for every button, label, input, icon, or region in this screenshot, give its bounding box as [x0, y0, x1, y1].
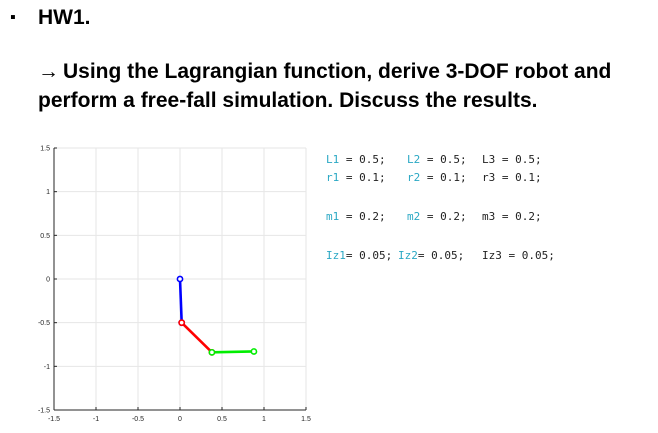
y-tick-label: -0.5: [38, 320, 50, 327]
param-iz1: Iz1= 0.05;: [326, 249, 393, 262]
link3-line: [211, 350, 254, 354]
y-tick-label: 0: [46, 277, 50, 284]
param-r2: r2 = 0.1;: [407, 171, 467, 184]
param-r3: r3 = 0.1;: [482, 171, 542, 184]
param-m2: m2 = 0.2;: [407, 210, 467, 223]
bullet-icon: ▪: [10, 9, 16, 26]
homework-subtitle: Using the Lagrangian function, derive 3-…: [38, 60, 612, 112]
right-arrow-icon: →: [38, 60, 59, 83]
param-iz3: Iz3 = 0.05;: [482, 249, 555, 262]
param-l2: L2 = 0.5;: [407, 153, 467, 166]
homework-description: → Using the Lagrangian function, derive 3…: [38, 57, 658, 115]
x-tick-label: 0: [178, 416, 182, 423]
y-tick-label: 1: [46, 189, 50, 196]
y-tick-label: -1.5: [38, 408, 50, 415]
x-tick-label: 1: [262, 416, 266, 423]
link2-joint-marker: [178, 319, 186, 327]
link3-joint-marker: [208, 348, 216, 356]
x-tick-label: 0.5: [217, 416, 227, 423]
x-tick-label: 1.5: [301, 416, 311, 423]
param-iz2: Iz2= 0.05;: [398, 249, 465, 262]
x-tick-label: -1.5: [48, 416, 60, 423]
link1-joint-marker: [176, 275, 184, 283]
param-m3: m3 = 0.2;: [482, 210, 542, 223]
y-tick-label: 1.5: [40, 146, 50, 153]
link3-joint-marker: [250, 348, 258, 355]
link1-line: [178, 278, 183, 323]
param-m1: m1 = 0.2;: [326, 210, 386, 223]
param-r1: r1 = 0.1;: [326, 171, 386, 184]
link2-line: [180, 321, 213, 354]
param-l1: L1 = 0.5;: [326, 153, 386, 166]
x-tick-label: -1: [93, 416, 99, 423]
param-l3: L3 = 0.5;: [482, 153, 542, 166]
robot-arm-plot: -1.5 -1 -0.5 0 0.5 1 1.5 1.5 1 0.5 0 -0.5 -1 -1.5: [38, 146, 311, 424]
y-tick-label: 0.5: [40, 233, 50, 240]
x-tick-label: -0.5: [132, 416, 144, 423]
homework-title: HW1.: [38, 6, 91, 29]
y-tick-label: -1: [44, 364, 50, 371]
homework-heading: ▪ HW1.: [10, 6, 91, 30]
